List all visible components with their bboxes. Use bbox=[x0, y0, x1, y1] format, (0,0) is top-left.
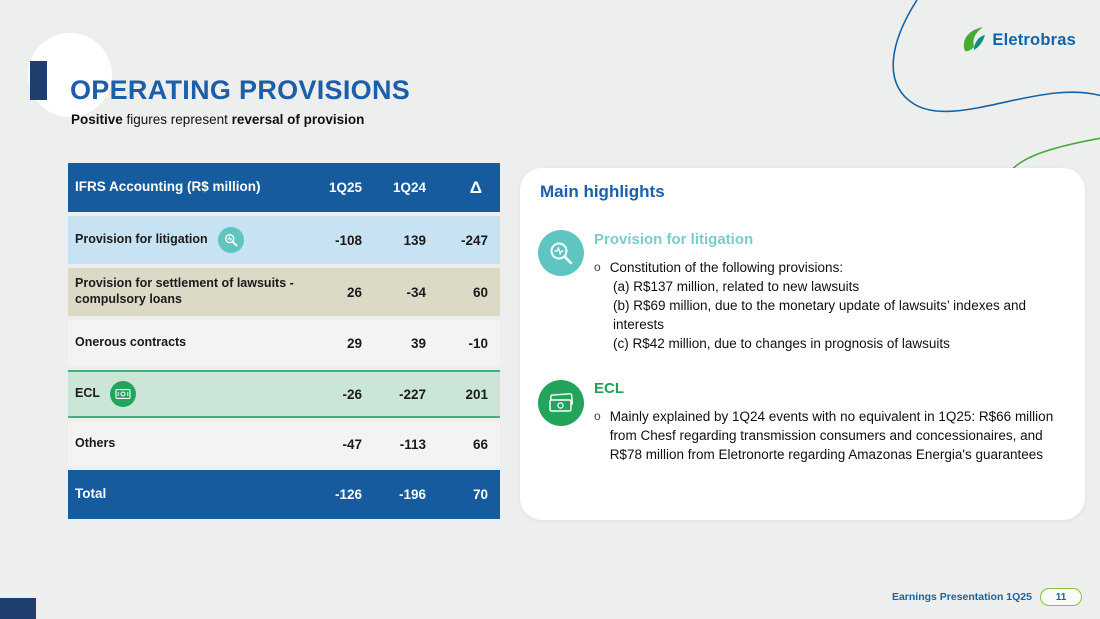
value-1q25: 29 bbox=[346, 335, 362, 351]
table-row-total: Total -126 -196 70 bbox=[68, 470, 500, 519]
value-1q24: -196 bbox=[398, 487, 426, 502]
row-label: Onerous contracts bbox=[75, 335, 187, 350]
eletrobras-swoosh-icon bbox=[964, 27, 986, 52]
bottom-left-accent-bar bbox=[0, 598, 36, 619]
value-1q25: -47 bbox=[342, 436, 362, 452]
header-cell-1q24: 1Q24 bbox=[392, 180, 426, 195]
magnifier-pulse-icon bbox=[538, 230, 584, 276]
table-row-settlement: Provision for settlement of lawsuits - c… bbox=[68, 268, 500, 316]
litigation-highlight: Provision for litigation Constitution of… bbox=[594, 231, 1056, 353]
table-row-litigation: Provision for litigation -108 139 -247 bbox=[68, 216, 500, 264]
litigation-heading: Provision for litigation bbox=[594, 231, 754, 248]
footer-label: Earnings Presentation 1Q25 bbox=[891, 591, 1032, 603]
footer: Earnings Presentation 1Q25 11 bbox=[892, 588, 1082, 606]
value-1q25: 26 bbox=[346, 284, 362, 300]
ecl-heading: ECL bbox=[594, 380, 624, 397]
table-header-row: IFRS Accounting (R$ million) 1Q25 1Q24 Δ bbox=[68, 163, 500, 212]
table-row-onerous-contracts: Onerous contracts 29 39 -10 bbox=[68, 320, 500, 366]
banknote-circle-icon bbox=[538, 380, 584, 426]
value-delta: -247 bbox=[460, 232, 488, 248]
value-1q24: 39 bbox=[410, 335, 426, 351]
litigation-sub-c: (c) R$42 million, due to changes in prog… bbox=[613, 336, 950, 351]
highlights-card: Main highlights Provision for litigation… bbox=[520, 168, 1085, 520]
header-cell-1q25: 1Q25 bbox=[328, 180, 362, 195]
row-label: Provision for settlement of lawsuits - c… bbox=[75, 276, 294, 306]
litigation-bullet: Constitution of the following provisions… bbox=[594, 258, 1056, 277]
table-row-others: Others -47 -113 66 bbox=[68, 422, 500, 466]
table-row-ecl: ECL -26 -227 201 bbox=[68, 370, 500, 418]
value-1q24: -34 bbox=[406, 284, 426, 300]
value-1q25: -108 bbox=[334, 232, 362, 248]
value-delta: 201 bbox=[465, 386, 488, 402]
logo-text: Eletrobras bbox=[992, 30, 1076, 49]
ecl-bullet: Mainly explained by 1Q24 events with no … bbox=[594, 407, 1056, 464]
value-1q25: -26 bbox=[342, 386, 362, 402]
title-accent-bar bbox=[30, 61, 47, 100]
eletrobras-logo: Eletrobras bbox=[960, 26, 1076, 54]
subtitle-bold-tail: reversal of provision bbox=[231, 112, 365, 127]
value-1q24: 139 bbox=[403, 232, 426, 248]
row-label: ECL bbox=[75, 386, 100, 401]
value-delta: 60 bbox=[472, 284, 488, 300]
value-delta: -10 bbox=[468, 335, 488, 351]
ecl-highlight: ECL Mainly explained by 1Q24 events with… bbox=[594, 380, 1056, 464]
magnifier-icon bbox=[217, 227, 244, 253]
header-cell-metric: IFRS Accounting (R$ million) bbox=[75, 179, 261, 195]
litigation-sub-a: (a) R$137 million, related to new lawsui… bbox=[613, 279, 860, 294]
subtitle-middle: figures represent bbox=[122, 112, 232, 127]
row-label: Total bbox=[75, 486, 107, 502]
value-1q24: -113 bbox=[399, 436, 426, 452]
row-label: Provision for litigation bbox=[75, 232, 208, 247]
value-1q24: -227 bbox=[398, 386, 426, 402]
value-delta: 70 bbox=[472, 487, 488, 502]
banknote-icon bbox=[110, 381, 136, 407]
highlights-title: Main highlights bbox=[540, 182, 665, 201]
litigation-sub-b: (b) R$69 million, due to the monetary up… bbox=[613, 298, 1026, 332]
value-1q25: -126 bbox=[334, 487, 362, 502]
subtitle-bold-lead: Positive bbox=[71, 112, 123, 127]
provisions-table: IFRS Accounting (R$ million) 1Q25 1Q24 Δ… bbox=[68, 163, 500, 519]
row-label: Others bbox=[75, 436, 116, 451]
header-cell-delta: Δ bbox=[469, 177, 482, 197]
page-number-badge: 11 bbox=[1040, 588, 1082, 606]
page-title: OPERATING PROVISIONS bbox=[70, 75, 411, 105]
subtitle: Positive figures represent reversal of p… bbox=[71, 112, 364, 127]
value-delta: 66 bbox=[472, 436, 488, 452]
